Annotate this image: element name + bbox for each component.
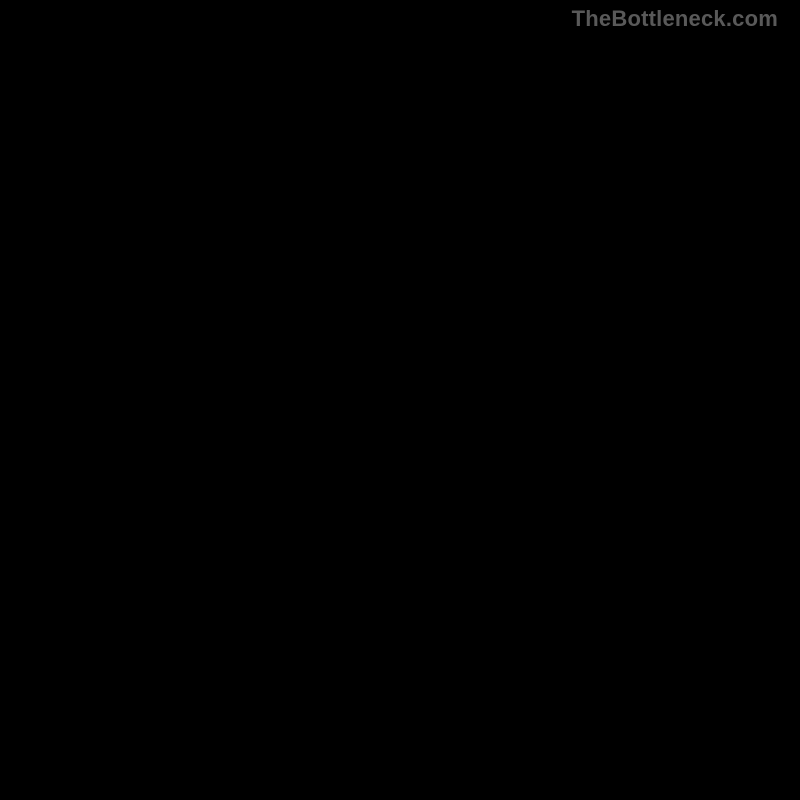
- bottleneck-heatmap: [0, 0, 800, 800]
- watermark-text: TheBottleneck.com: [572, 6, 778, 32]
- chart-container: { "watermark": { "text": "TheBottleneck.…: [0, 0, 800, 800]
